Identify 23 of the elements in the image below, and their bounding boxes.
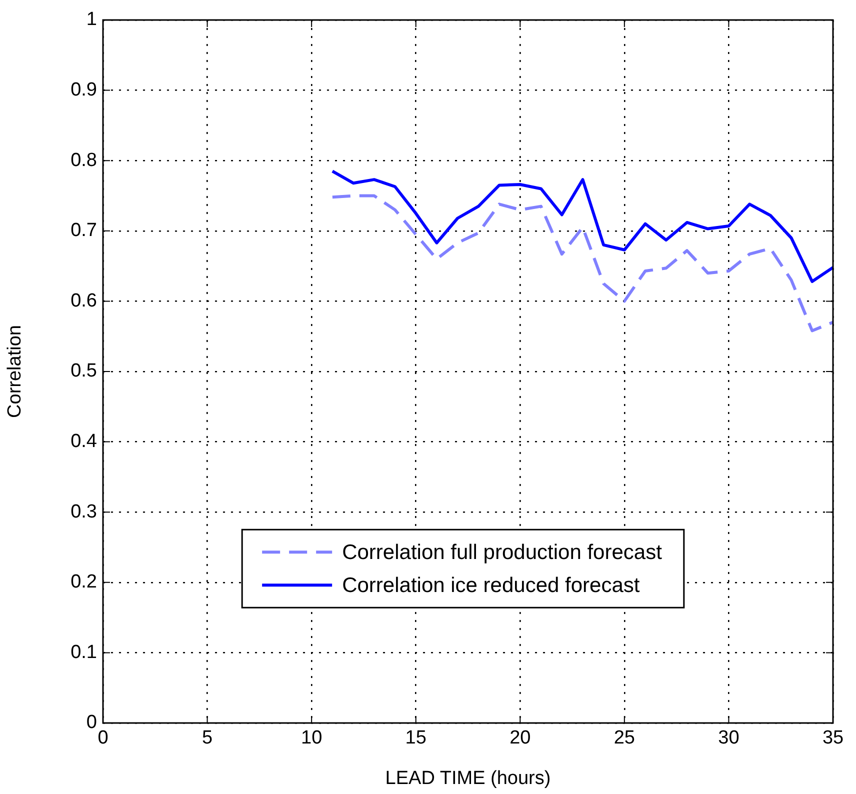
x-tick-label: 5 xyxy=(202,728,213,749)
x-axis-title: LEAD TIME (hours) xyxy=(385,768,551,789)
y-tick-label: 0.2 xyxy=(70,572,97,593)
y-tick-label: 1 xyxy=(86,9,97,30)
x-tick-label: 20 xyxy=(510,728,531,749)
x-tick-label: 35 xyxy=(822,728,844,749)
y-tick-label: 0.3 xyxy=(70,501,97,522)
y-tick-label: 0.8 xyxy=(70,150,97,171)
x-tick-label: 30 xyxy=(718,728,740,749)
y-tick-label: 0.9 xyxy=(70,80,97,101)
line-series xyxy=(330,194,833,332)
y-tick-label: 0.1 xyxy=(70,642,97,663)
y-tick-label: 0.7 xyxy=(70,220,97,242)
x-tick-label: 25 xyxy=(614,728,635,749)
y-axis-title: Correlation xyxy=(4,325,26,418)
x-tick-label: 10 xyxy=(301,728,322,749)
y-tick-label: 0 xyxy=(86,712,97,734)
x-tick-label: 15 xyxy=(405,728,426,749)
legend-label: Correlation ice reduced forecast xyxy=(342,574,640,597)
y-tick-label: 0.5 xyxy=(70,360,97,382)
y-tick-label: 0.4 xyxy=(70,431,98,452)
y-tick-label: 0.6 xyxy=(70,290,97,312)
legend-label: Correlation full production forecast xyxy=(342,540,662,564)
